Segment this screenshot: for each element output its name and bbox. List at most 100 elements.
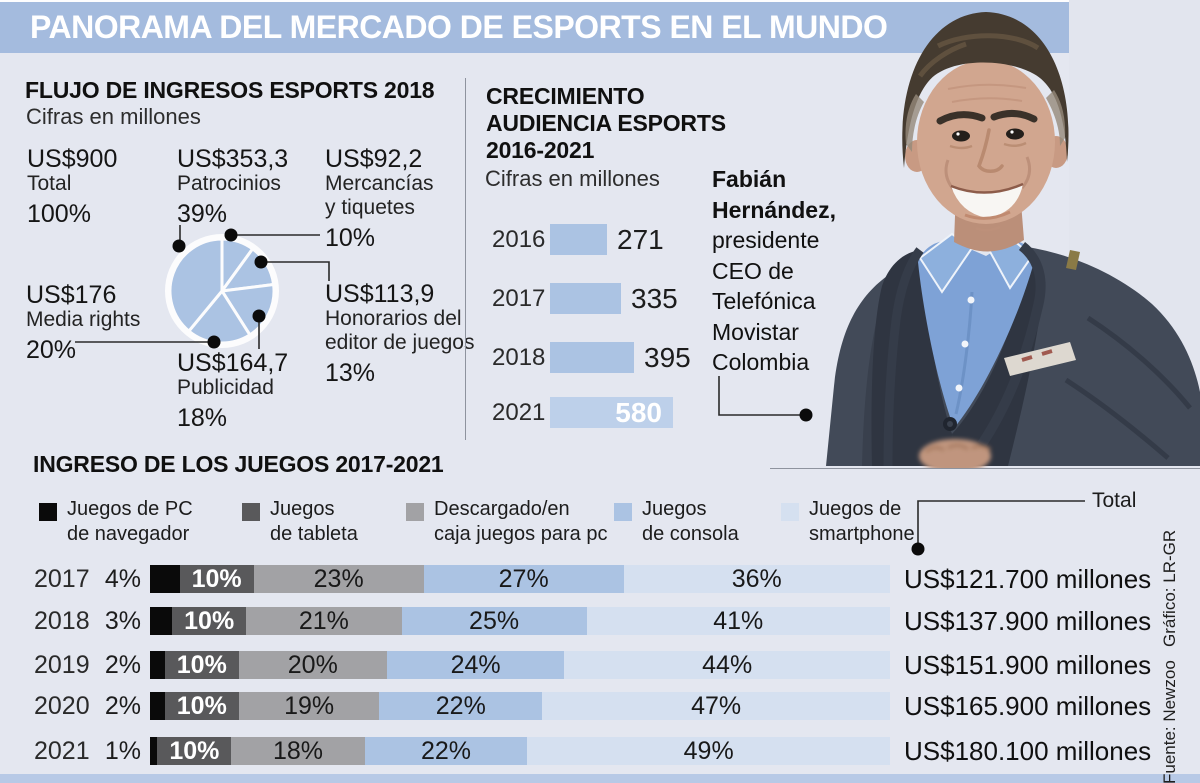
- ingreso-bar: 10% 18% 22% 49%: [150, 737, 890, 765]
- pie-chart: [165, 234, 279, 348]
- lapel-right: [977, 242, 1046, 447]
- caption-line: CEO de: [712, 257, 794, 284]
- total-pct: 100%: [27, 200, 91, 228]
- caption-line: presidente: [712, 227, 820, 253]
- slice-value: US$164,7: [177, 349, 289, 377]
- audiencia-title-line: AUDIENCIA ESPORTS: [486, 110, 726, 136]
- slice-label: y tiquetes: [325, 196, 415, 219]
- segment-smartphone: 44%: [564, 651, 890, 679]
- vest-right: [952, 250, 1045, 466]
- segment-pc-navegador: [150, 607, 173, 635]
- segment-label-outside: 3%: [104, 606, 141, 635]
- lapel-left: [883, 247, 924, 467]
- pie-callout-mercancias: US$92,2 Mercancías y tiquetes 10%: [325, 147, 434, 251]
- slice-label: Mercancías: [325, 172, 434, 195]
- audiencia-value: 271: [617, 223, 664, 255]
- photo-fabian-hernandez: [826, 0, 1200, 468]
- caption-line: Movistar: [712, 318, 799, 345]
- audiencia-row-2018: 2018 395: [492, 342, 691, 373]
- audiencia-year: 2018: [492, 343, 546, 371]
- segment-pc-navegador: [150, 692, 165, 720]
- temple-gray: [905, 94, 924, 152]
- ingreso-title: INGRESO DE LOS JUEGOS 2017-2021: [33, 451, 444, 477]
- slice-label: Media rights: [26, 308, 141, 331]
- legend-label-line: caja juegos para pc: [434, 523, 608, 545]
- segment-consola: 22%: [364, 737, 528, 765]
- legend-item-4: Juegos de smartphone: [781, 497, 915, 547]
- shirt: [918, 240, 1035, 428]
- caption-line: Colombia: [712, 349, 810, 375]
- segment-smartphone: 47%: [542, 692, 890, 720]
- shirt-button: [961, 340, 969, 348]
- nose: [977, 128, 1004, 173]
- legend-label: Juegos de consola: [642, 497, 739, 547]
- segment-label-outside: 1%: [104, 736, 141, 765]
- vest-button-center: [947, 421, 953, 427]
- hair: [902, 12, 1069, 168]
- total-value: US$900: [27, 145, 118, 173]
- slice-value: US$113,9: [325, 280, 435, 308]
- segment-tableta: 10%: [157, 737, 232, 765]
- eye: [1006, 128, 1024, 140]
- segment-smartphone: 49%: [527, 737, 890, 765]
- segment-descargado-caja-pc: 18%: [231, 737, 365, 765]
- legend-swatch: [614, 503, 632, 521]
- legend-label: Juegos de smartphone: [809, 497, 915, 547]
- audiencia-year: 2016: [492, 225, 546, 253]
- eyebrows: [936, 110, 1038, 125]
- credit-grafico: Gráfico: LR-GR: [1160, 529, 1179, 647]
- slice-label: Honorarios del: [325, 307, 462, 330]
- slice-label: editor de juegos: [325, 331, 475, 354]
- legend-label-line: Juegos: [642, 498, 707, 520]
- audiencia-value: 395: [644, 341, 691, 373]
- audiencia-bar: [550, 283, 621, 314]
- segment-consola: 22%: [379, 692, 543, 720]
- legend-label-line: Juegos: [270, 498, 335, 520]
- photo-bottom-rule: [770, 468, 1200, 469]
- segment-tableta: 10%: [179, 565, 254, 593]
- legend-item-0: Juegos de PC de navegador: [39, 497, 193, 547]
- photo-caption: Fabián Hernández, presidente CEO de Telefóni…: [712, 164, 872, 378]
- audiencia-year: 2017: [492, 284, 546, 312]
- audiencia-value: 335: [631, 282, 678, 314]
- segment-tableta: 10%: [172, 607, 247, 635]
- total-leader-line: [911, 500, 1085, 556]
- shirt-button: [967, 296, 975, 304]
- caption-line: Telefónica: [712, 288, 816, 314]
- ingreso-row-2019: 2019 2% 10% 20% 24% 44% US$151.900 millones: [0, 650, 1200, 680]
- legend-label: Descargado/en caja juegos para pc: [434, 497, 607, 547]
- ingreso-total: US$165.900 millones: [904, 690, 1152, 721]
- segment-label-outside: 2%: [104, 650, 141, 679]
- legend-label-line: de tableta: [270, 523, 358, 545]
- legend-swatch: [242, 503, 260, 521]
- segment-tableta: 10%: [164, 692, 239, 720]
- legend-label-line: Juegos de PC: [67, 498, 193, 520]
- lower-lip: [964, 210, 1011, 220]
- segment-descargado-caja-pc: 23%: [253, 565, 424, 593]
- audiencia-row-2021: 2021 580: [492, 397, 673, 428]
- audiencia-bar: 580: [550, 397, 673, 428]
- shirt-button: [955, 384, 963, 392]
- flujo-subtitle: Cifras en millones: [26, 104, 201, 129]
- section-divider: [465, 78, 466, 440]
- segment-descargado-caja-pc: 20%: [238, 651, 387, 679]
- slice-pct: 13%: [325, 359, 376, 387]
- legend-label: Juegos de tableta: [270, 497, 358, 547]
- pie-callout-media-rights: US$176 Media rights 20%: [26, 283, 140, 363]
- slice-value: US$92,2: [325, 145, 423, 173]
- segment-smartphone: 36%: [623, 565, 890, 593]
- flujo-title: FLUJO DE INGRESOS ESPORTS 2018: [25, 77, 435, 103]
- ingreso-total: US$137.900 millones: [904, 605, 1152, 636]
- audiencia-title-line: 2016-2021: [486, 137, 595, 163]
- eye-glint: [956, 132, 960, 136]
- leader-line: [917, 500, 1085, 546]
- slice-label: Publicidad: [177, 376, 274, 399]
- ingreso-row-2018: 2018 3% 10% 21% 25% 41% US$137.900 millones: [0, 605, 1200, 636]
- audiencia-row-2017: 2017 335: [492, 283, 678, 314]
- segment-pc-navegador: [150, 565, 180, 593]
- slice-pct: 10%: [325, 224, 376, 252]
- sleeve-crease: [1064, 315, 1192, 460]
- segment-label-outside: 4%: [104, 564, 141, 593]
- segment-consola: 27%: [423, 565, 624, 593]
